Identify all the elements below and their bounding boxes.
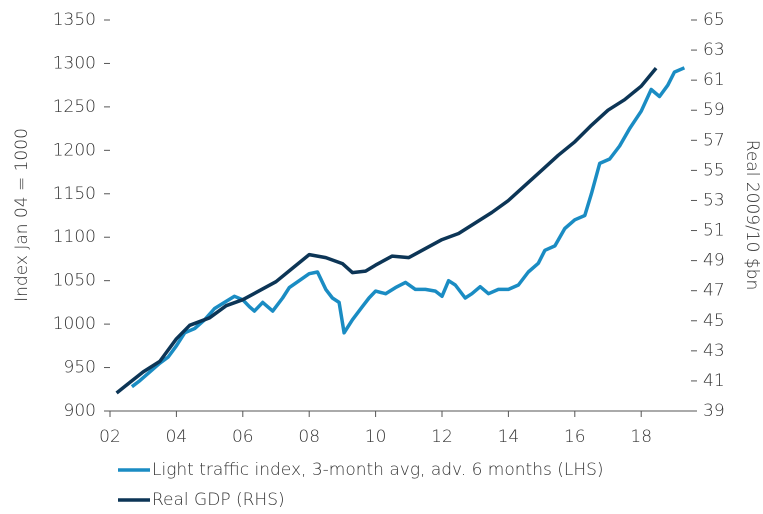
y2-tick-label: 51 — [703, 221, 725, 241]
x-tick-label: 12 — [431, 427, 453, 447]
y-tick-label: 1250 — [53, 97, 96, 117]
y2-tick-label: 45 — [703, 311, 725, 331]
y2-tick-label: 53 — [703, 190, 725, 210]
y2-tick-label: 61 — [703, 70, 725, 90]
series-line — [115, 66, 658, 395]
y-tick-label: 1000 — [53, 314, 96, 334]
y2-axis-label: Real 2009/10 $bn — [742, 140, 762, 290]
y-axis-label: Index Jan 04 = 1000 — [12, 128, 32, 302]
y-tick-label: 1150 — [53, 184, 96, 204]
y2-tick-label: 39 — [703, 401, 725, 421]
y2-tick-label: 63 — [703, 40, 725, 60]
x-tick-label: 04 — [166, 427, 188, 447]
legend-label: Real GDP (RHS) — [152, 490, 285, 510]
x-tick-label: 08 — [298, 427, 320, 447]
x-tick-label: 16 — [564, 427, 586, 447]
series-line — [130, 66, 686, 389]
y-tick-label: 1300 — [53, 53, 96, 73]
y-tick-label: 1350 — [53, 10, 96, 30]
y2-tick-label: 59 — [703, 100, 725, 120]
x-tick-label: 10 — [365, 427, 387, 447]
y2-tick-label: 43 — [703, 341, 725, 361]
y2-tick-label: 49 — [703, 251, 725, 271]
y-tick-label: 1050 — [53, 271, 96, 291]
x-tick-label: 14 — [498, 427, 520, 447]
y2-tick-label: 65 — [703, 10, 725, 30]
x-tick-label: 02 — [99, 427, 121, 447]
y2-tick-label: 57 — [703, 130, 725, 150]
y-tick-label: 950 — [64, 358, 96, 378]
x-tick-label: 06 — [232, 427, 254, 447]
y2-tick-label: 47 — [703, 281, 725, 301]
y-tick-label: 900 — [64, 401, 96, 421]
y-tick-label: 1200 — [53, 140, 96, 160]
y2-tick-label: 55 — [703, 160, 725, 180]
legend-label: Light traffic index, 3-month avg, adv. 6… — [152, 460, 604, 480]
x-tick-label: 18 — [630, 427, 652, 447]
y2-tick-label: 41 — [703, 371, 725, 391]
y-tick-label: 1100 — [53, 227, 96, 247]
